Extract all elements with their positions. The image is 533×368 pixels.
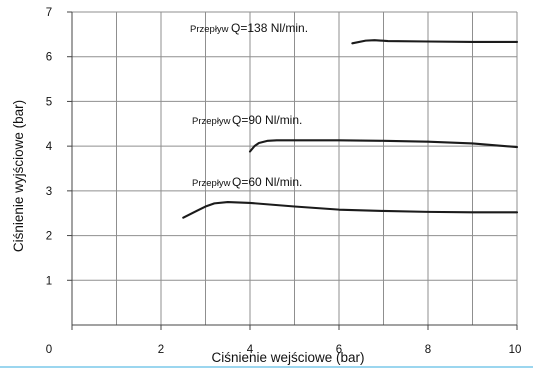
x-tick-label: 10	[509, 344, 522, 356]
series-label-90: Q=90 Nl/min.	[232, 113, 302, 127]
bottom-accent-line	[0, 366, 533, 368]
x-tick-label: 2	[158, 344, 164, 356]
series-line-0	[351, 39, 519, 45]
series-line-1	[248, 139, 519, 153]
series-label-138-prefix: Przepływ	[190, 24, 229, 35]
series-label-60: Q=60 Nl/min.	[232, 175, 302, 189]
x-tick-label: 0	[46, 344, 52, 356]
x-axis-ticks: 0 2 4 6 8 10	[46, 325, 522, 356]
y-tick-label: 1	[46, 275, 52, 287]
x-tick-label: 4	[247, 344, 254, 356]
y-tick-label: 6	[46, 52, 52, 64]
y-axis-title: Ciśnienie wyjściowe (bar)	[11, 100, 26, 252]
x-tick-label: 6	[336, 344, 342, 356]
y-axis-ticks: 1 2 3 4 5 6 7	[46, 7, 72, 287]
axes	[71, 12, 517, 326]
x-axis-title: Ciśnienie wejściowe (bar)	[211, 350, 364, 365]
series-label-138: Q=138 Nl/min.	[231, 21, 308, 35]
y-tick-label: 4	[46, 141, 53, 153]
x-tick-label: 8	[425, 344, 431, 356]
y-tick-label: 3	[46, 186, 52, 198]
y-tick-label: 5	[46, 96, 52, 108]
series-line-2	[182, 200, 519, 219]
series-lines	[182, 39, 519, 219]
series-label-60-prefix: Przepływ	[192, 178, 231, 189]
y-tick-label: 7	[46, 7, 52, 19]
grid	[71, 11, 518, 326]
series-label-90-prefix: Przepływ	[192, 116, 231, 127]
y-tick-label: 2	[46, 231, 52, 243]
